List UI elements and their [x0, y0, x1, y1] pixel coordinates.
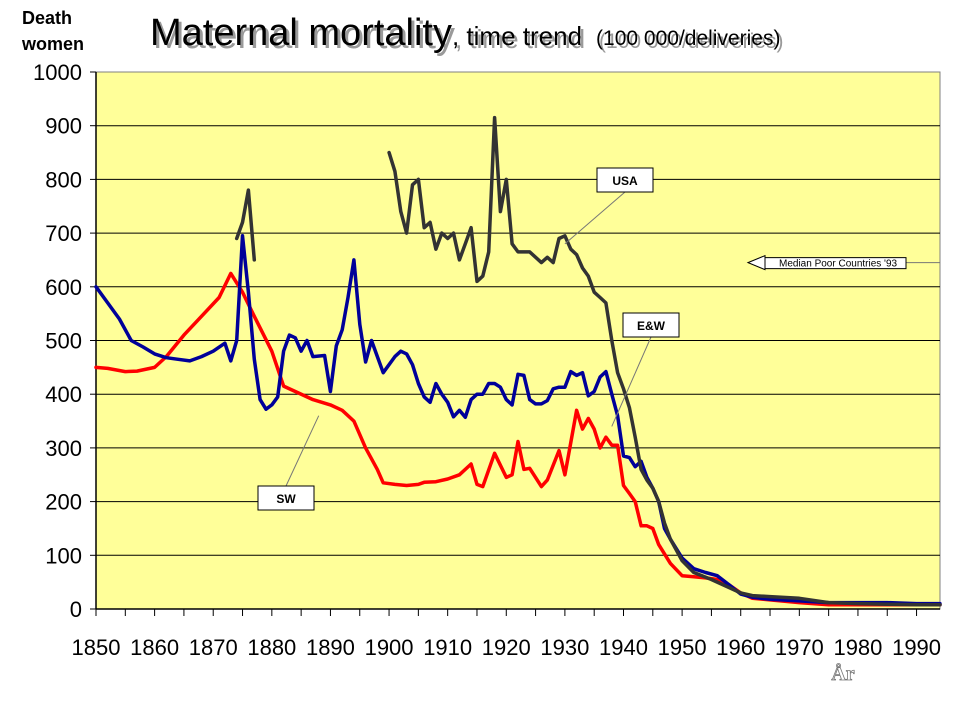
series-line-sw: [94, 271, 942, 607]
median-label: Median Poor Countries '93: [779, 259, 898, 270]
chart-title-shadow: Maternal mortality, time trend (100 000/d…: [153, 15, 783, 57]
x-tick-label: 1850: [72, 635, 121, 660]
y-tick-label: 400: [45, 382, 82, 407]
x-tick-label: 1970: [775, 635, 824, 660]
y-tick-label: 300: [45, 436, 82, 461]
x-tick-label: 1950: [658, 635, 707, 660]
y-tick-label: 800: [45, 167, 82, 192]
x-tick-label: 1890: [306, 635, 355, 660]
chart-title-main: Maternal mortality: [150, 12, 452, 54]
callout-box-sw: [257, 485, 315, 511]
gridlines: [96, 125, 940, 556]
y-tick-label: 1000: [33, 60, 82, 85]
x-tick-label: 1960: [716, 635, 765, 660]
series-lines: [94, 115, 942, 607]
x-tick-labels: 1850 1860 1870 1880 1890 1900 1910 1920 1930 1940…: [72, 609, 941, 660]
callout-leader-sw: [285, 415, 320, 487]
callout-label: USA: [612, 174, 638, 188]
y-axis-label-line1: Death: [22, 8, 72, 28]
median-label-box: [764, 257, 907, 270]
y-tick-label: 0: [70, 597, 82, 622]
x-tick-label: 1910: [423, 635, 472, 660]
y-tick-label: 700: [45, 221, 82, 246]
callout-box-usa: [596, 167, 654, 193]
x-tick-label: 1920: [482, 635, 531, 660]
callout-label: E&W: [637, 319, 666, 333]
y-tick-label: 100: [45, 543, 82, 568]
callout-box-e-w: [622, 312, 680, 338]
y-axis-label-line2: women: [21, 34, 84, 54]
x-axis-label: År: [831, 662, 854, 685]
callout-leader-e-w: [611, 336, 652, 427]
callouts: USA E&W SW Median Poor Countries '93: [257, 167, 940, 511]
callout-leader-usa: [564, 191, 626, 245]
y-tick-label: 500: [45, 329, 82, 354]
chart-title: Maternal mortality, time trend (100 000/d…: [150, 12, 780, 54]
x-tick-label: 1880: [247, 635, 296, 660]
y-tick-label: 900: [45, 114, 82, 139]
x-tick-label: 1860: [130, 635, 179, 660]
series-line-usa-part-1: [234, 188, 257, 262]
x-tick-label: 1980: [833, 635, 882, 660]
y-tick-label: 600: [45, 275, 82, 300]
chart-title-suffix: , time trend: [452, 21, 582, 51]
x-tick-label: 1990: [892, 635, 941, 660]
chart-title-units: (100 000/deliveries): [596, 27, 780, 50]
y-tick-labels: 0 100 200 300 400 500 600 700 800 900 1000: [33, 60, 96, 622]
x-tick-label: 1900: [365, 635, 414, 660]
x-tick-label: 1930: [540, 635, 589, 660]
callout-label: SW: [276, 492, 296, 506]
x-tick-label: 1870: [189, 635, 238, 660]
series-line-usa-part-2: [387, 115, 942, 607]
x-tick-label: 1940: [599, 635, 648, 660]
y-tick-label: 200: [45, 490, 82, 515]
